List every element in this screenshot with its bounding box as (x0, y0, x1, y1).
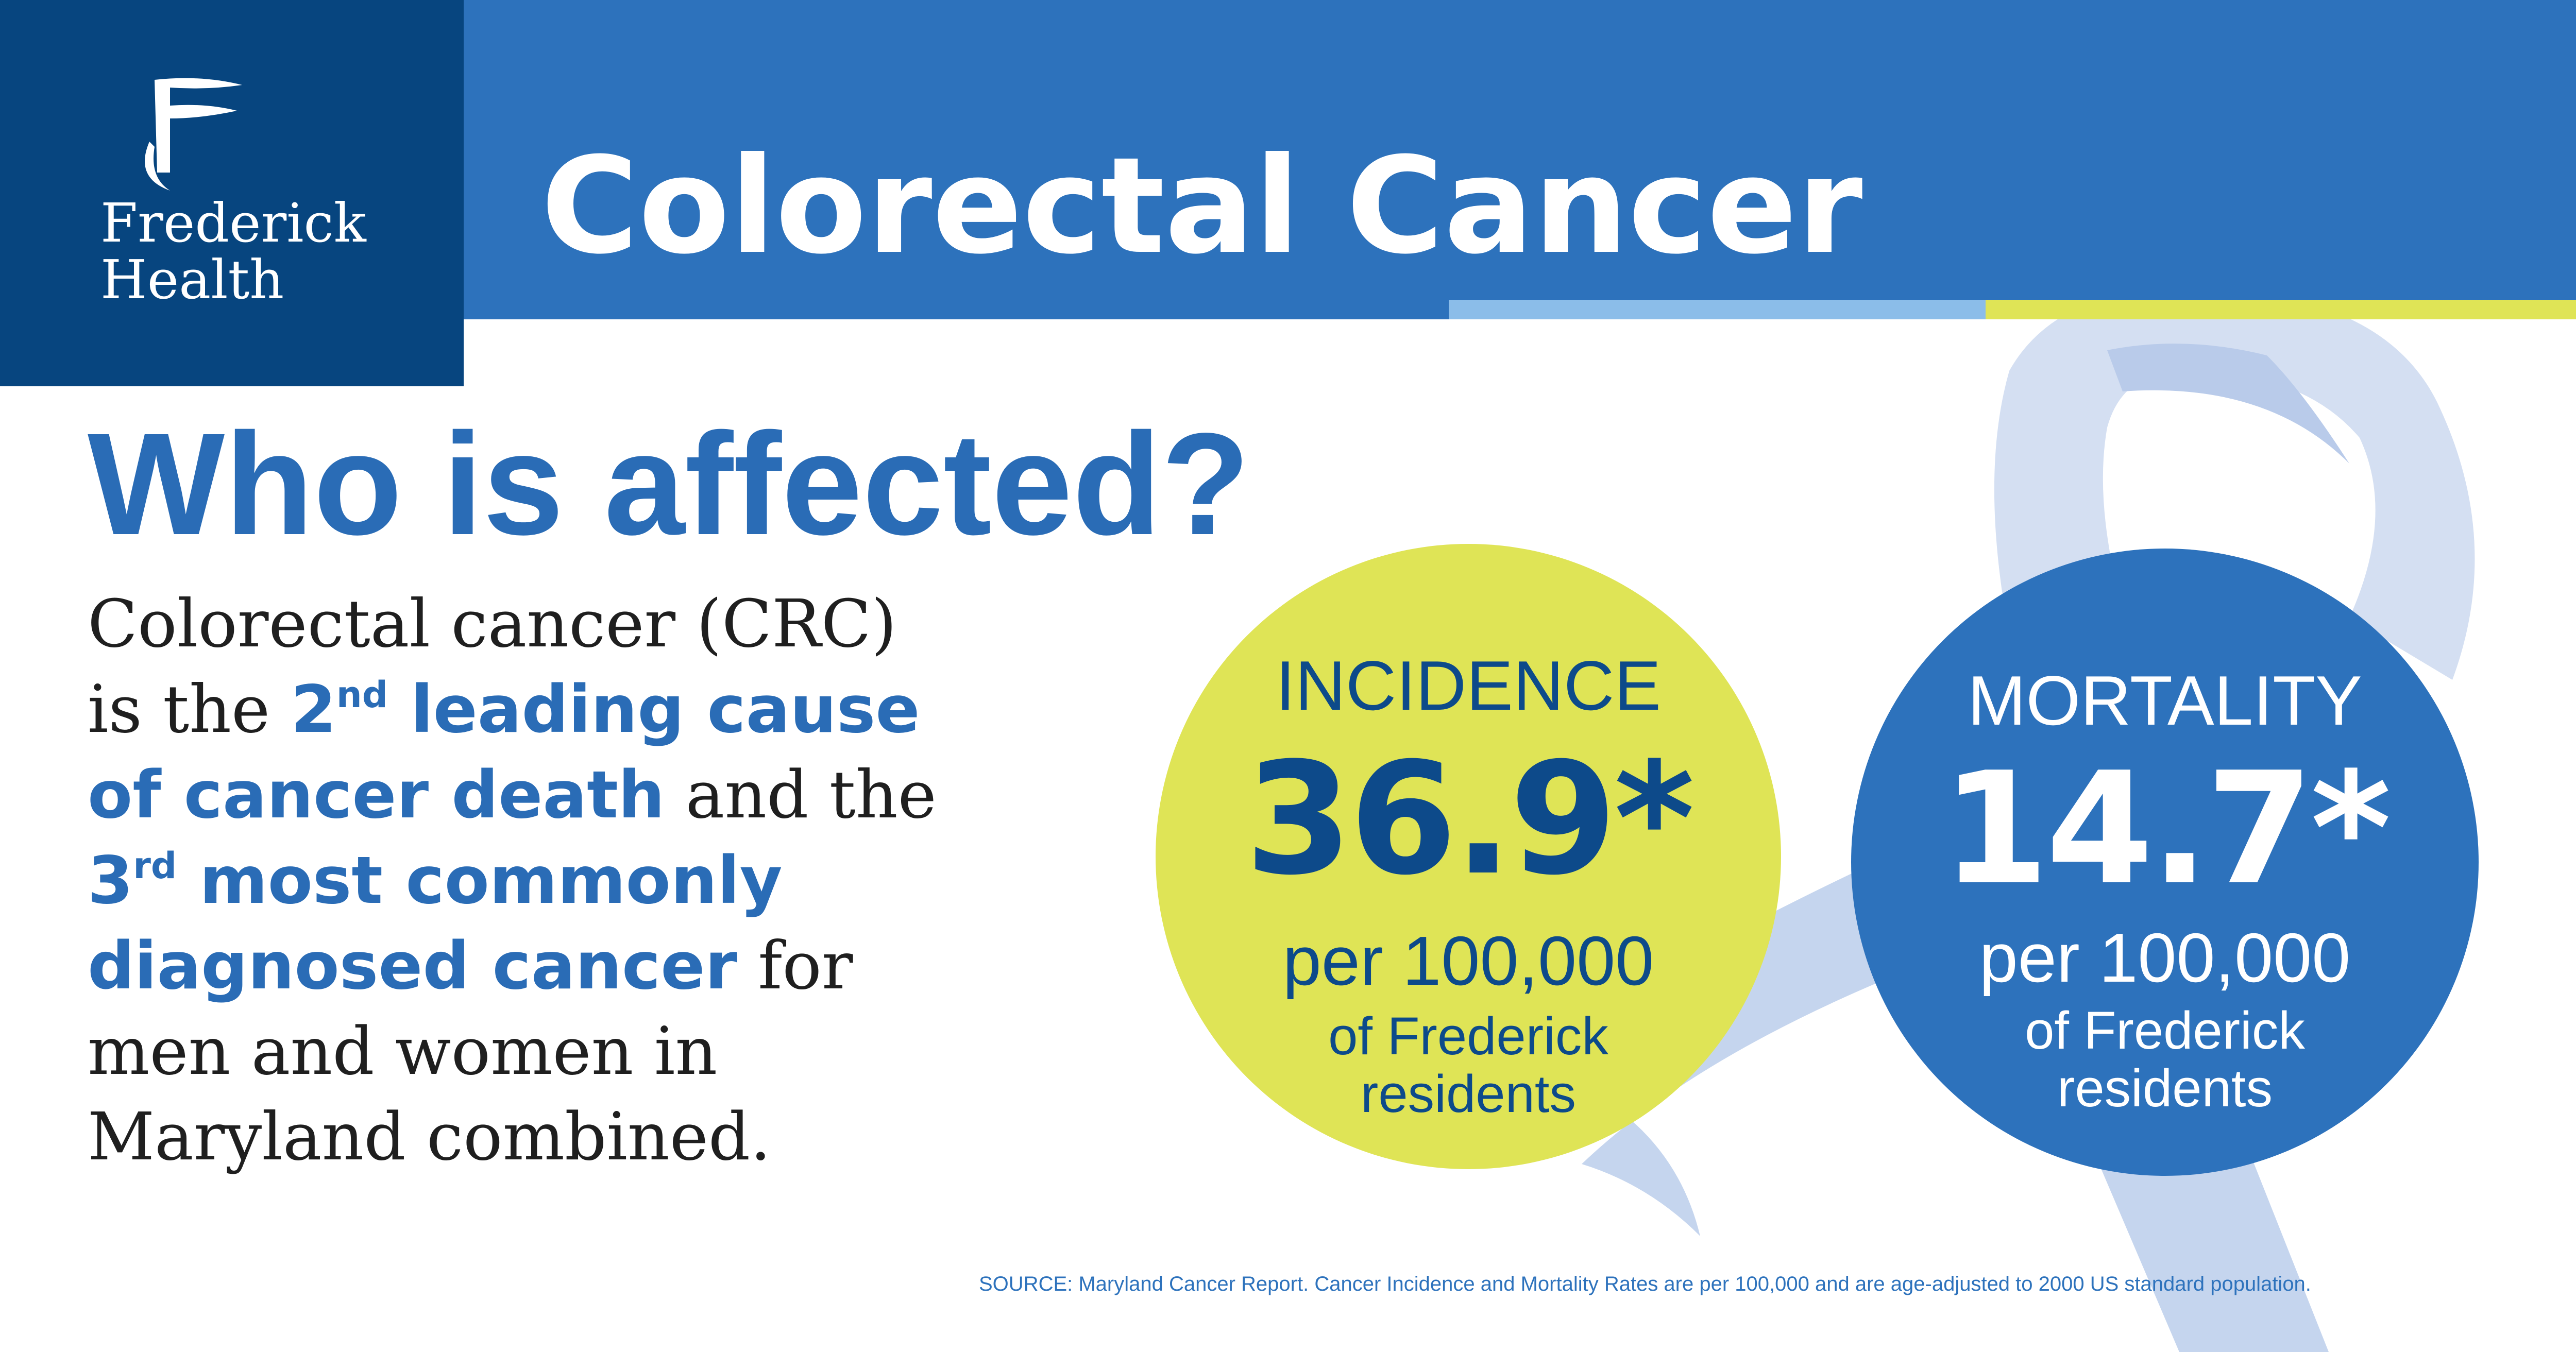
body-paragraph: Colorectal cancer (CRC) is the 2nd leadi… (88, 581, 1066, 1179)
body-line-2: is the 2nd leading cause (88, 666, 1066, 752)
incidence-stat-circle: INCIDENCE 36.9* per 100,000 of Frederick… (1156, 544, 1781, 1169)
mortality-per-unit: per 100,000 (1979, 919, 2351, 997)
body-line-2-prefix: is the (88, 671, 291, 747)
rank-second-highlight: 2nd leading cause (291, 671, 920, 747)
flag-icon (145, 78, 242, 191)
incidence-population: of Frederick residents (1156, 1007, 1781, 1123)
rank-third-text: most commonly (177, 842, 783, 918)
mortality-value: 14.7* (1941, 739, 2391, 919)
rank-third-number: 3 (88, 842, 133, 918)
body-line-4: 3rd most commonly (88, 837, 1066, 923)
body-line-6: men and women in (88, 1013, 718, 1089)
accent-stripe-blue (1449, 300, 1986, 319)
mortality-population-line1: of Frederick (2025, 1001, 2305, 1060)
body-line-5: diagnosed cancer for (88, 923, 1066, 1008)
rank-second-number: 2 (291, 671, 336, 747)
body-line-7: Maryland combined. (88, 1099, 771, 1175)
body-line-5-highlight: diagnosed cancer (88, 928, 738, 1004)
page-title: Colorectal Cancer (541, 129, 1863, 283)
incidence-population-line1: of Frederick (1328, 1006, 1608, 1066)
incidence-population-line2: residents (1361, 1064, 1576, 1123)
mortality-population: of Frederick residents (1851, 1002, 2479, 1117)
body-line-1: Colorectal cancer (CRC) (88, 586, 897, 662)
source-note: SOURCE: Maryland Cancer Report. Cancer I… (979, 1273, 2311, 1295)
ribbon-loop-fold (2107, 344, 2349, 464)
incidence-label: INCIDENCE (1275, 646, 1662, 725)
logo-brand-line2: Health (100, 248, 284, 311)
rank-second-text: leading cause (387, 671, 920, 747)
logo: Frederick Health (0, 0, 464, 386)
incidence-value: 36.9* (1245, 729, 1694, 909)
incidence-per-unit: per 100,000 (1282, 922, 1654, 1000)
logo-brand-line1: Frederick (100, 192, 366, 254)
logo-wordmark: Frederick Health (100, 195, 366, 308)
rank-third-highlight: 3rd most commonly (88, 842, 783, 918)
body-line-3-suffix: and the (665, 757, 937, 833)
body-line-3: of cancer death and the (88, 752, 1066, 837)
rank-third-suffix: rd (133, 845, 177, 887)
mortality-stat-circle: MORTALITY 14.7* per 100,000 of Frederick… (1851, 549, 2479, 1176)
body-line-3-highlight: of cancer death (88, 757, 665, 833)
mortality-population-line2: residents (2057, 1058, 2273, 1118)
section-subtitle: Who is affected? (88, 403, 1250, 565)
accent-stripe-yellow (1986, 300, 2576, 319)
body-line-5-suffix: for (737, 928, 853, 1004)
rank-second-suffix: nd (336, 674, 388, 716)
mortality-label: MORTALITY (1968, 661, 2362, 740)
